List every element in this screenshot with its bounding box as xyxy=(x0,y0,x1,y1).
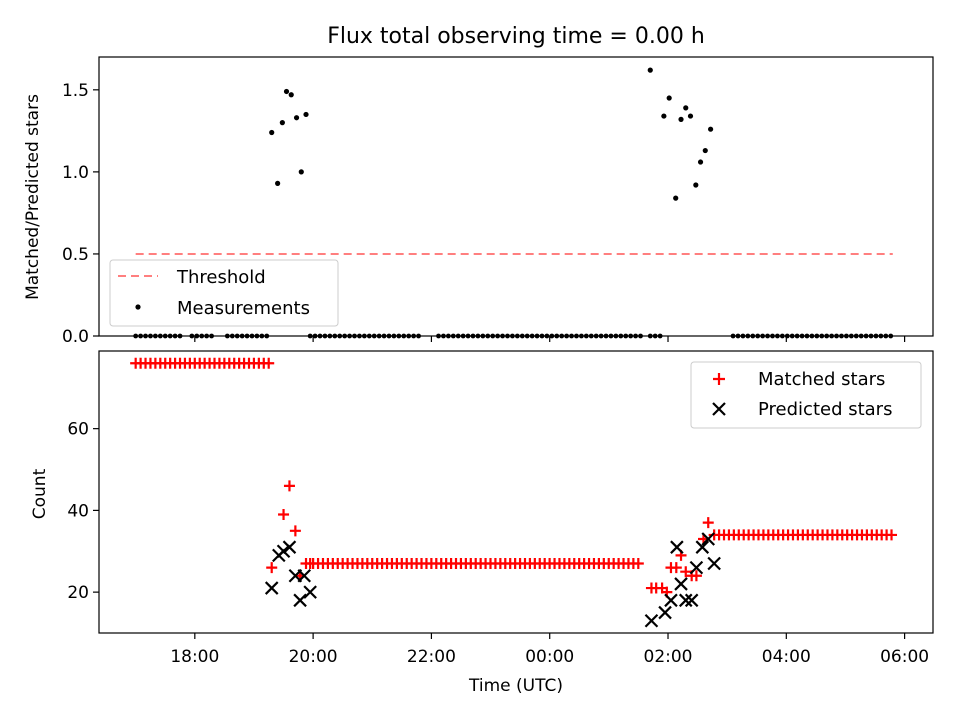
measurement-point xyxy=(288,92,294,98)
measurement-point xyxy=(683,105,689,111)
matched-star-marker xyxy=(702,517,714,529)
measurement-point xyxy=(693,182,699,188)
bottom-x-ticks: 18:00 20:00 22:00 00:00 02:00 04:00 06:00 xyxy=(170,633,929,667)
top-legend-box xyxy=(109,259,339,327)
predicted-star-marker xyxy=(684,593,699,608)
measurement-point xyxy=(269,129,275,136)
predicted-star-marker xyxy=(276,544,291,559)
bottom-y-axis-label: Count xyxy=(30,468,50,519)
measurement-point xyxy=(702,147,708,154)
measurement-points-layer xyxy=(269,67,714,201)
bottom-x-tick-label: 22:00 xyxy=(407,647,456,667)
predicted-star-marker xyxy=(689,560,704,575)
measurement-point xyxy=(293,115,300,121)
measurements-legend-swatch xyxy=(135,304,141,310)
measurement-point xyxy=(666,95,672,101)
predicted-star-marker xyxy=(303,585,317,599)
bottom-y-ticks: 20 40 60 xyxy=(67,420,99,603)
predicted-star-marker xyxy=(707,556,721,571)
measurement-point xyxy=(687,113,694,119)
measurement-point xyxy=(647,67,653,73)
measurement-point xyxy=(279,120,285,126)
bottom-axes-frame xyxy=(98,350,934,634)
matched-star-marker xyxy=(670,562,682,574)
bottom-y-tick-label: 40 xyxy=(67,501,89,521)
measurement-point xyxy=(275,180,281,186)
bottom-x-tick-label: 00:00 xyxy=(525,647,574,667)
measurement-point xyxy=(661,113,667,119)
top-x-ticks xyxy=(194,336,906,342)
top-panel: 0.0 0.5 1.0 1.5 Matched/Predicted stars Thr… xyxy=(23,56,934,347)
matched-star-marker xyxy=(680,566,692,578)
measurement-point xyxy=(678,116,684,122)
measurements-legend-label: Measurements xyxy=(177,298,310,319)
top-y-tick-label: 1.5 xyxy=(62,81,89,101)
matched-star-marker xyxy=(266,562,278,574)
predicted-star-marker xyxy=(678,593,693,608)
bottom-y-tick-label: 60 xyxy=(67,420,89,440)
measurement-point xyxy=(283,88,290,95)
top-y-tick-label: 0.0 xyxy=(62,327,89,347)
predicted-star-marker xyxy=(664,593,678,608)
matched-star-marker xyxy=(278,508,290,520)
matched-legend-swatch xyxy=(713,373,725,385)
top-axes-frame xyxy=(98,56,934,337)
predicted-star-marker xyxy=(695,540,710,554)
bottom-legend-box xyxy=(690,361,922,429)
predicted-star-marker xyxy=(297,569,312,583)
top-legend: Threshold Measurements xyxy=(109,259,339,327)
top-y-axis-label: Matched/Predicted stars xyxy=(23,94,43,300)
bottom-x-tick-label: 02:00 xyxy=(644,647,693,667)
bottom-panel: 20 40 60 18:00 20:00 22:00 00:00 02:00 04:00 06:… xyxy=(30,350,934,696)
bottom-legend: Matched stars Predicted stars xyxy=(690,361,922,429)
measurement-point xyxy=(298,169,304,175)
predicted-star-marker xyxy=(701,532,716,546)
chart-title: Flux total observing time = 0.00 h xyxy=(327,24,705,49)
matched-legend-label: Matched stars xyxy=(758,369,885,390)
matched-star-marker xyxy=(289,525,301,537)
predicted-star-marker xyxy=(282,540,297,554)
matched-star-marker xyxy=(283,480,295,492)
predicted-legend-swatch xyxy=(712,402,726,416)
matched-star-marker xyxy=(304,558,316,570)
threshold-legend-label: Threshold xyxy=(176,267,266,288)
bottom-x-tick-label: 20:00 xyxy=(289,647,338,667)
predicted-star-marker xyxy=(644,613,659,628)
predicted-star-marker xyxy=(264,581,279,595)
top-y-ticks: 0.0 0.5 1.0 1.5 xyxy=(62,81,99,347)
measurement-point xyxy=(697,159,704,165)
predicted-star-marker xyxy=(670,540,684,554)
bottom-x-tick-label: 06:00 xyxy=(880,647,929,667)
matched-star-marker xyxy=(886,529,898,541)
matched-star-marker xyxy=(632,558,644,570)
matched-star-marker xyxy=(690,570,702,582)
bottom-x-tick-label: 04:00 xyxy=(762,647,811,667)
predicted-star-marker xyxy=(293,593,307,608)
bottom-x-tick-label: 18:00 xyxy=(170,647,219,667)
matched-star-marker xyxy=(263,357,275,369)
top-y-tick-label: 0.5 xyxy=(62,245,89,265)
matched-stars-layer xyxy=(130,357,898,598)
measurement-point xyxy=(673,195,679,201)
predicted-star-marker xyxy=(674,577,688,591)
predicted-stars-layer xyxy=(264,532,721,628)
predicted-star-marker xyxy=(658,605,672,620)
measurement-point xyxy=(303,111,309,118)
predicted-legend-label: Predicted stars xyxy=(758,399,892,420)
x-axis-label: Time (UTC) xyxy=(468,676,563,696)
bottom-y-tick-label: 20 xyxy=(67,583,89,603)
measurement-point xyxy=(708,126,714,132)
top-y-tick-label: 1.0 xyxy=(62,163,89,183)
